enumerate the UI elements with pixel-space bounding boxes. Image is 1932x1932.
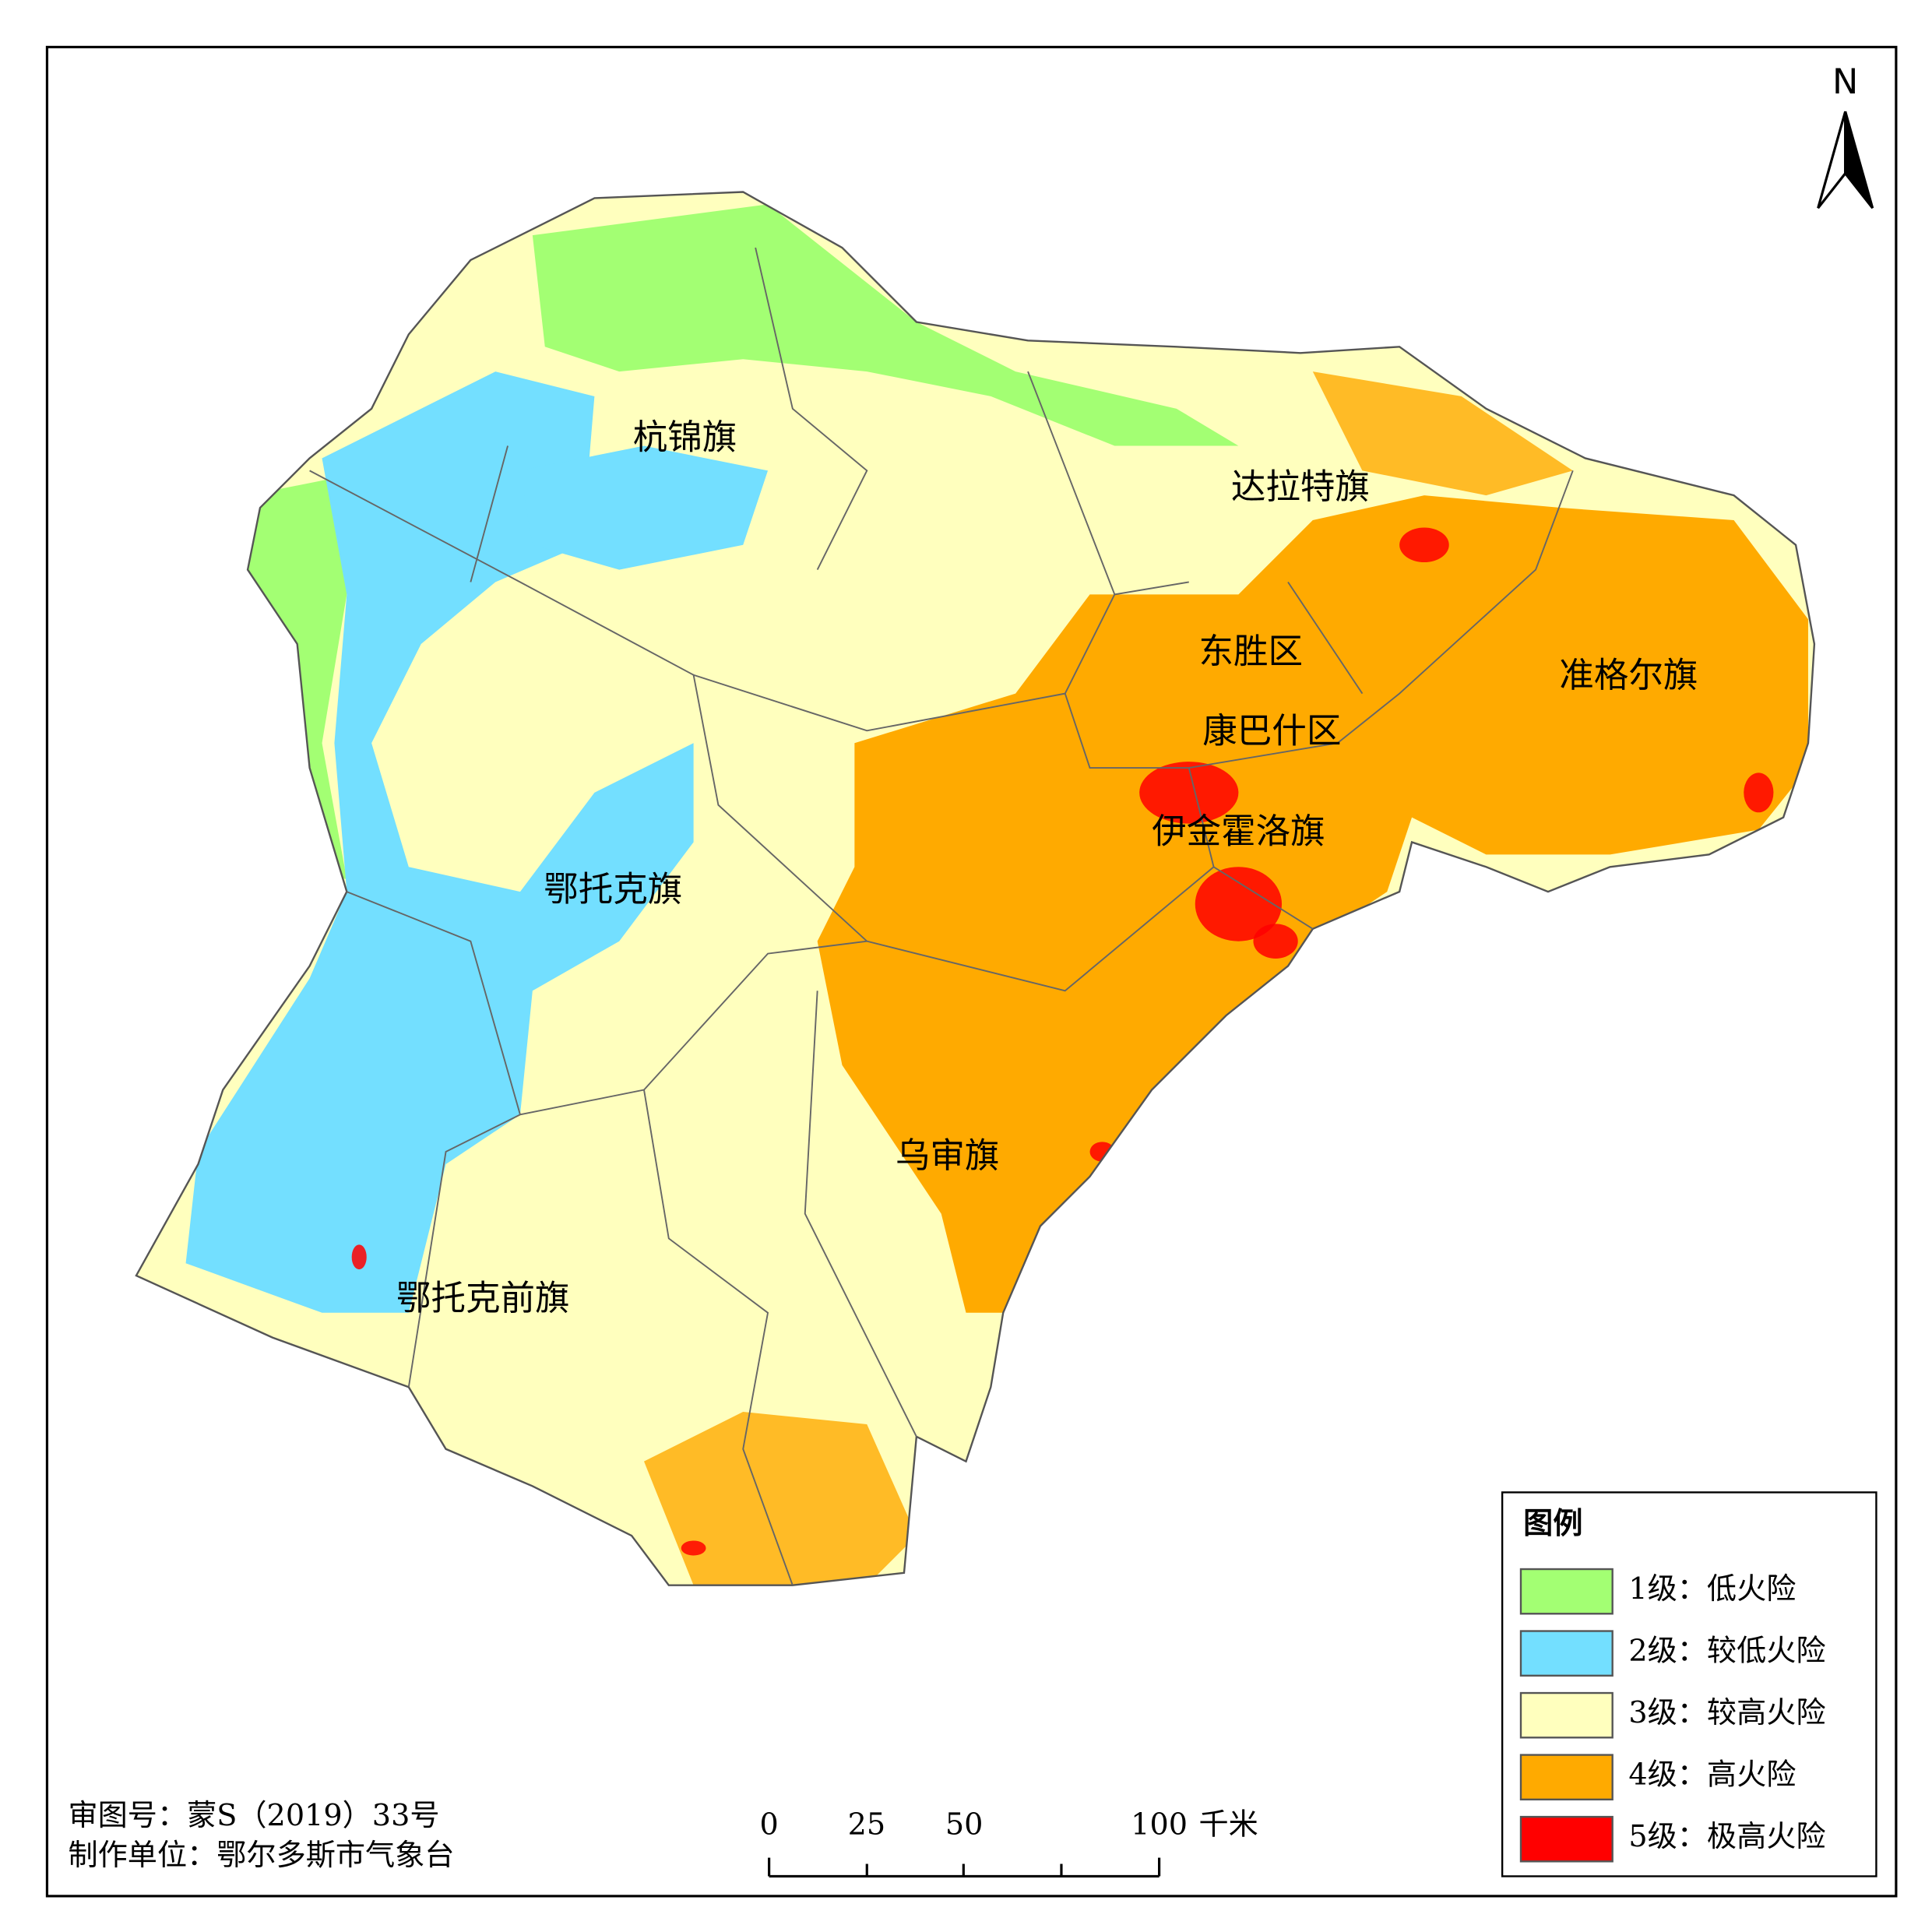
zone-level-4 bbox=[817, 495, 1808, 1313]
boundary bbox=[346, 891, 867, 1388]
legend-label: 2级：较低火险 bbox=[1628, 1634, 1825, 1668]
zone-level-5 bbox=[1253, 924, 1298, 959]
arrow-right bbox=[1844, 111, 1874, 209]
legend: 图例 1级：低火险 2级：较低火险 3级：较高火险 4级：高火险 5级：极高火险 bbox=[1501, 1491, 1877, 1877]
legend-swatch bbox=[1519, 1568, 1614, 1615]
legend-swatch bbox=[1519, 1754, 1614, 1801]
legend-label: 4级：高火险 bbox=[1628, 1758, 1796, 1792]
zone-level-5 bbox=[1744, 772, 1774, 813]
zone-level-4 bbox=[1312, 371, 1573, 496]
zone-level-2 bbox=[519, 445, 769, 570]
legend-label: 3级：较高火险 bbox=[1628, 1695, 1825, 1730]
north-arrow: N bbox=[1817, 62, 1874, 209]
district-label: 东胜区 bbox=[1199, 632, 1304, 672]
scale-label: 25 bbox=[848, 1807, 886, 1841]
zone-level-2 bbox=[185, 371, 694, 1313]
legend-swatch bbox=[1519, 1630, 1614, 1677]
legend-box bbox=[1501, 1491, 1877, 1877]
district-label: 鄂托克前旗 bbox=[396, 1278, 570, 1318]
scale-bar: 0 25 50 100 千米 bbox=[759, 1807, 1258, 1878]
legend-swatch bbox=[1519, 1815, 1614, 1863]
zone-level-5 bbox=[681, 1540, 706, 1556]
legend-label: 1级：低火险 bbox=[1628, 1571, 1796, 1606]
footer-line: 制作单位：鄂尔多斯市气象台 bbox=[68, 1838, 454, 1872]
zone-level-5 bbox=[1399, 527, 1449, 563]
boundary bbox=[470, 247, 868, 582]
zone-level-5 bbox=[1139, 762, 1239, 824]
legend-title: 图例 bbox=[1523, 1505, 1582, 1540]
district-label: 达拉特旗 bbox=[1231, 466, 1370, 507]
zone-level-5 bbox=[1195, 867, 1283, 941]
legend-swatch bbox=[1519, 1691, 1614, 1739]
scale-label: 100 bbox=[1131, 1807, 1188, 1841]
north-label: N bbox=[1832, 62, 1858, 102]
district-label: 康巴什区 bbox=[1202, 711, 1341, 751]
legend-label: 5级：极高火险 bbox=[1628, 1819, 1825, 1853]
boundary bbox=[1064, 470, 1574, 769]
district-label: 乌审旗 bbox=[896, 1135, 1000, 1176]
scale-unit: 千米 bbox=[1198, 1807, 1258, 1841]
boundary bbox=[643, 991, 917, 1585]
footer-line: 审图号：蒙S（2019）33号 bbox=[68, 1798, 439, 1832]
zone-level-1 bbox=[532, 204, 1239, 446]
boundary bbox=[309, 470, 1189, 732]
scale-label: 50 bbox=[945, 1807, 984, 1841]
region-outline bbox=[135, 191, 1816, 1586]
district-boundaries bbox=[309, 247, 1574, 1585]
zone-level-5 bbox=[351, 1244, 367, 1270]
zone-level-1 bbox=[248, 470, 372, 880]
zone-level-4 bbox=[644, 1412, 917, 1585]
boundary bbox=[692, 674, 1215, 992]
district-label: 杭锦旗 bbox=[633, 417, 737, 458]
scale-label: 0 bbox=[759, 1807, 778, 1841]
district-label: 伊金霍洛旗 bbox=[1152, 811, 1325, 851]
district-label: 准格尔旗 bbox=[1559, 655, 1698, 695]
district-label: 鄂托克旗 bbox=[544, 869, 682, 910]
